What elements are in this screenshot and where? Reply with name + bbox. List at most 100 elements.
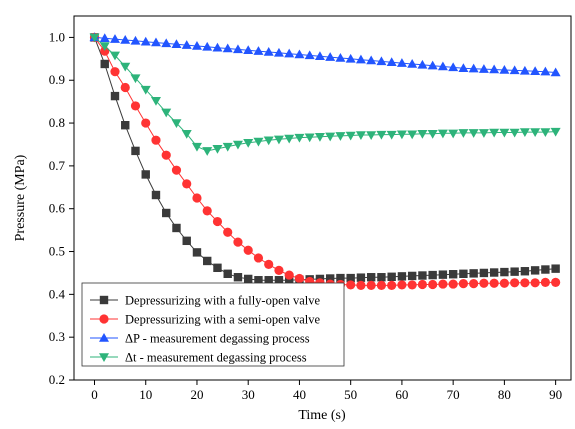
data-point (489, 268, 499, 277)
data-point (356, 280, 366, 290)
data-point (468, 63, 479, 73)
data-point (499, 278, 509, 288)
data-point (222, 142, 233, 152)
data-point (478, 129, 489, 138)
data-point (150, 97, 161, 106)
data-point (232, 140, 243, 150)
data-point (191, 40, 202, 50)
y-tick-label: 0.2 (49, 372, 65, 387)
data-point (243, 45, 254, 55)
data-point (335, 132, 346, 141)
series-layer (89, 32, 561, 290)
legend-marker (99, 333, 109, 342)
series-2 (89, 32, 561, 290)
data-point (130, 101, 141, 111)
data-point (335, 52, 346, 62)
data-point (478, 64, 489, 73)
data-point (110, 67, 120, 77)
data-point (325, 132, 336, 142)
data-point (150, 37, 161, 47)
x-tick-label: 80 (498, 387, 511, 402)
data-point (345, 131, 356, 141)
data-point (366, 55, 377, 65)
data-point (232, 44, 243, 54)
data-point (202, 206, 212, 216)
x-tick-label: 90 (549, 387, 562, 402)
data-point (376, 56, 387, 66)
x-tick-label: 20 (190, 387, 203, 402)
data-point (459, 269, 468, 278)
data-point (540, 277, 550, 287)
x-tick-label: 0 (91, 387, 98, 402)
data-point (396, 130, 407, 140)
data-point (489, 64, 500, 74)
data-point (509, 128, 520, 138)
data-point (253, 137, 264, 147)
data-point (273, 135, 284, 145)
data-point (202, 147, 213, 156)
y-tick-label: 0.5 (49, 244, 65, 259)
data-point (273, 47, 284, 57)
data-point (387, 272, 396, 281)
data-point (407, 280, 417, 290)
data-point (407, 271, 417, 281)
data-point (99, 42, 110, 51)
data-point (386, 130, 397, 140)
data-point (294, 273, 305, 284)
data-point (130, 74, 141, 84)
data-point (530, 66, 541, 75)
data-point (171, 39, 182, 49)
data-point (284, 270, 294, 280)
data-point (253, 253, 264, 263)
data-point (172, 223, 181, 233)
series-line (94, 37, 556, 281)
data-point (468, 129, 479, 138)
data-point (263, 46, 274, 56)
data-point (510, 278, 520, 288)
data-point (109, 51, 120, 61)
data-point (325, 52, 336, 61)
legend-item: Δt - measurement degassing process (90, 351, 307, 365)
legend-marker (99, 295, 109, 305)
data-point (100, 46, 110, 56)
data-point (540, 128, 551, 138)
data-point (233, 273, 243, 282)
series-1 (90, 33, 560, 285)
data-point (427, 60, 438, 70)
data-point (181, 40, 192, 49)
data-point (151, 190, 161, 200)
y-tick-label: 0.9 (49, 72, 65, 87)
data-point (427, 130, 438, 139)
legend: Depressurizing with a fully-open valve De… (81, 282, 345, 367)
data-point (510, 267, 519, 276)
data-point (325, 274, 335, 283)
x-tick-label: 10 (139, 387, 152, 402)
x-tick-label: 50 (344, 387, 357, 402)
data-point (437, 61, 448, 71)
data-point (520, 267, 530, 276)
data-point (130, 35, 141, 45)
legend-item: ΔP - measurement degassing process (90, 332, 310, 346)
data-point (448, 62, 459, 72)
data-point (264, 276, 273, 285)
data-point (120, 34, 131, 44)
data-point (203, 256, 212, 266)
data-point (89, 33, 100, 43)
data-point (171, 165, 182, 175)
data-point (438, 279, 448, 289)
series-3 (89, 32, 561, 77)
data-point (530, 128, 541, 138)
data-point (541, 265, 550, 274)
data-point (254, 276, 263, 285)
y-tick-label: 0.4 (49, 286, 66, 301)
x-tick-label: 40 (293, 387, 306, 402)
data-point (355, 131, 366, 141)
data-point (479, 268, 489, 278)
data-point (397, 272, 407, 281)
data-point (428, 279, 438, 290)
data-point (499, 64, 510, 74)
legend-item: Depressurizing with a semi-open valve (90, 313, 321, 327)
data-point (437, 129, 448, 139)
legend-item: Depressurizing with a fully-open valve (90, 294, 321, 308)
data-point (530, 278, 540, 288)
